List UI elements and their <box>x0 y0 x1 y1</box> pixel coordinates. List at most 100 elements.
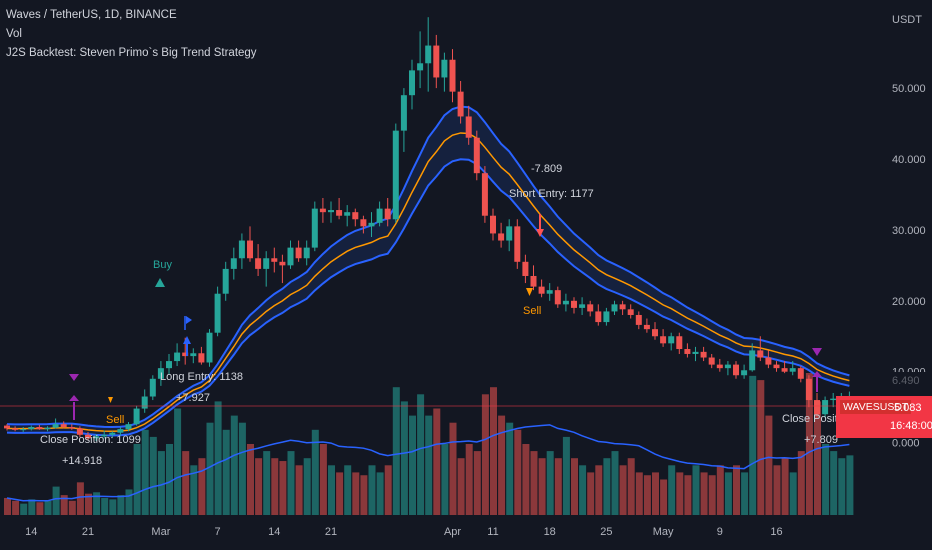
arrow-up-icon <box>812 371 822 377</box>
time-tick-label: 21 <box>325 526 337 538</box>
volume-bar <box>271 458 279 515</box>
candle-body <box>287 247 294 266</box>
time-tick-label: 14 <box>268 526 280 538</box>
last-price: 5.083 <box>894 402 922 414</box>
volume-bar <box>741 472 749 515</box>
volume-bar <box>238 422 246 515</box>
candle-body <box>4 425 10 429</box>
candle-body <box>28 427 35 430</box>
volume-bar <box>392 387 400 515</box>
volume-bar <box>4 497 11 515</box>
candle-body <box>822 400 829 415</box>
band-fill <box>7 106 850 436</box>
volume-bar <box>643 475 651 515</box>
candle-body <box>643 324 650 330</box>
volume-bar <box>133 444 141 515</box>
buy-signal: Buy <box>153 259 172 287</box>
volume-bar <box>157 451 165 515</box>
candle-body <box>133 408 140 425</box>
candle-body <box>336 210 343 216</box>
long-entry-label: Long Entry: 1138 <box>160 371 243 383</box>
volume-bar <box>498 415 506 515</box>
candle-body <box>805 378 812 401</box>
candle-body <box>814 400 820 415</box>
volume-bar <box>490 387 497 515</box>
volume-bar <box>368 465 376 515</box>
time-tick-label: 16 <box>770 526 782 538</box>
volume-bar <box>117 495 125 515</box>
volume-bar <box>546 451 554 515</box>
candle-body <box>611 304 618 312</box>
volume-bar <box>263 451 271 515</box>
candle-body <box>311 208 318 248</box>
candle-body <box>652 329 658 337</box>
candle-body <box>328 210 334 213</box>
volume-bar <box>101 497 109 515</box>
candle-body <box>449 59 456 92</box>
candle-body <box>441 59 448 78</box>
volume-bar <box>125 489 133 515</box>
candle-body <box>109 432 116 435</box>
volume-bar <box>579 465 587 515</box>
volume-bar <box>76 482 84 515</box>
volume-indicator-label[interactable]: Vol <box>6 28 22 40</box>
volume-bar <box>684 475 692 515</box>
volume-bar <box>473 451 481 515</box>
short-entry-profit: -7.809 <box>531 163 562 175</box>
candle-body <box>757 350 764 358</box>
close-position-profit-1: +14.918 <box>62 455 102 467</box>
short-entry-marker: -7.809 Short Entry: 1177 <box>509 163 594 237</box>
volume-bar <box>522 444 530 515</box>
arrow-down-icon <box>812 348 822 356</box>
candle-body <box>206 332 213 363</box>
candle-body <box>457 91 464 117</box>
volume-bar <box>514 429 522 515</box>
volume-bar <box>716 465 724 515</box>
volume-bar <box>230 415 238 515</box>
faded-price-label: 6.490 <box>892 375 920 387</box>
volume-bar <box>765 415 773 515</box>
volume-bar <box>303 458 311 515</box>
candle-body <box>230 258 237 269</box>
candle-body <box>433 45 440 78</box>
volume-bar <box>287 451 295 515</box>
volume-bar <box>190 465 198 515</box>
volume-bar <box>652 472 659 515</box>
arrow-up-icon <box>69 395 79 401</box>
volume-bar <box>198 458 206 515</box>
candle-body <box>668 336 675 344</box>
candle-body <box>538 286 545 294</box>
close-position-marker-1: Close Position: 1099 +14.918 <box>40 374 141 467</box>
buy-label: Buy <box>153 259 172 271</box>
candle-body <box>603 311 610 323</box>
volume-bar <box>660 479 668 515</box>
candle-body <box>52 424 59 428</box>
candle-body <box>473 137 480 174</box>
volume-bar <box>846 455 854 515</box>
candle-body <box>692 351 699 354</box>
volume-bar <box>627 458 635 515</box>
candle-body <box>368 222 375 227</box>
volume-bar <box>441 444 449 515</box>
candle-body <box>635 314 642 325</box>
candle-body <box>595 311 602 323</box>
candle-body <box>425 45 432 64</box>
candle-body <box>271 258 278 262</box>
volume-bar <box>206 422 214 515</box>
price-axis-currency: USDT <box>892 14 922 26</box>
countdown: 16:48:00 <box>890 420 932 432</box>
strategy-label[interactable]: J2S Backtest: Steven Primo`s Big Trend S… <box>6 47 257 59</box>
volume-bar <box>360 475 368 515</box>
volume-bar <box>562 436 570 515</box>
candle-body <box>247 240 253 259</box>
candle-body <box>12 428 19 430</box>
volume-bar <box>814 401 821 515</box>
upper-band-line <box>6 105 850 429</box>
candle-body <box>214 293 221 333</box>
volume-bar <box>457 458 465 515</box>
volume-bar <box>36 502 44 515</box>
candle-body <box>141 396 148 409</box>
symbol-title[interactable]: Waves / TetherUS, 1D, BINANCE <box>6 9 177 21</box>
